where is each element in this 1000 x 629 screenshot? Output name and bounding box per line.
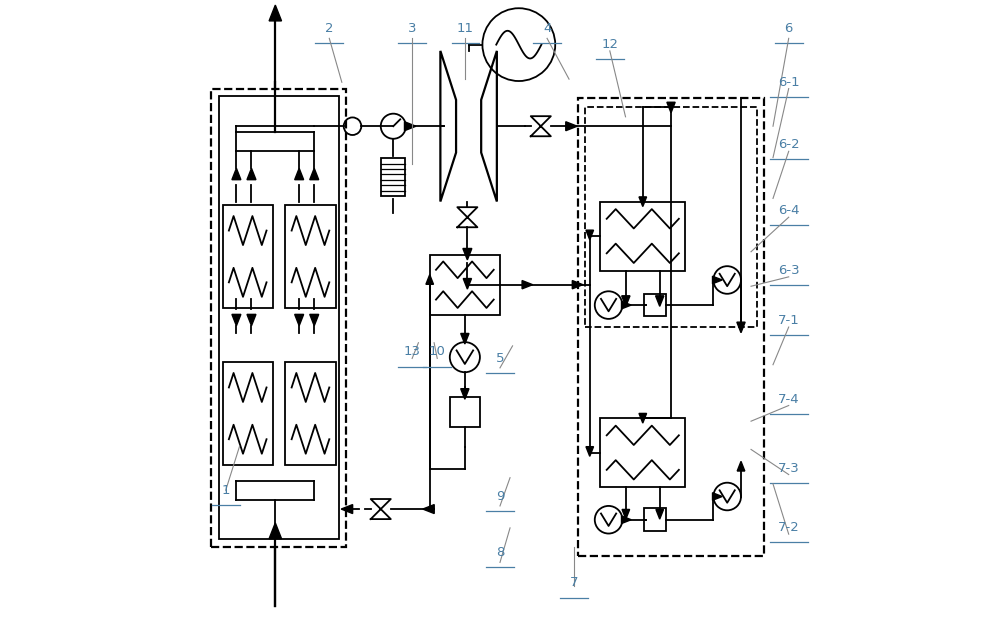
Text: 7-1: 7-1	[778, 314, 800, 327]
Polygon shape	[269, 5, 282, 21]
Polygon shape	[341, 504, 353, 513]
Text: 10: 10	[429, 345, 446, 359]
Polygon shape	[622, 509, 630, 519]
Polygon shape	[463, 279, 472, 289]
Text: 11: 11	[457, 22, 474, 35]
Text: 1: 1	[221, 484, 230, 496]
Polygon shape	[310, 314, 319, 326]
Polygon shape	[667, 103, 675, 113]
Text: 6-1: 6-1	[778, 75, 800, 89]
Text: 7: 7	[570, 576, 578, 589]
Text: 7-3: 7-3	[778, 462, 800, 474]
Bar	[450, 398, 480, 428]
Bar	[430, 255, 500, 314]
Polygon shape	[404, 122, 416, 131]
Bar	[578, 98, 764, 556]
Polygon shape	[566, 122, 577, 131]
Text: 2: 2	[325, 22, 334, 35]
Bar	[600, 201, 685, 270]
Polygon shape	[269, 523, 282, 538]
Polygon shape	[247, 169, 256, 180]
Polygon shape	[232, 169, 241, 180]
Polygon shape	[461, 333, 469, 344]
Text: 7-2: 7-2	[778, 521, 800, 534]
Polygon shape	[310, 169, 319, 180]
Polygon shape	[247, 314, 256, 326]
Bar	[285, 362, 336, 465]
Bar	[600, 418, 685, 487]
Bar	[585, 107, 757, 327]
Text: 9: 9	[496, 490, 504, 503]
Text: 8: 8	[496, 546, 504, 559]
Polygon shape	[461, 389, 469, 399]
Polygon shape	[232, 314, 241, 326]
Polygon shape	[737, 461, 745, 471]
Text: 7-4: 7-4	[778, 392, 800, 406]
Bar	[644, 508, 666, 531]
Text: 12: 12	[601, 38, 618, 51]
Bar	[211, 89, 346, 547]
Bar	[219, 96, 339, 539]
Polygon shape	[586, 447, 594, 457]
Polygon shape	[639, 413, 647, 423]
Polygon shape	[713, 493, 722, 500]
Text: 6-4: 6-4	[778, 204, 799, 217]
Polygon shape	[572, 281, 583, 289]
Text: 13: 13	[404, 345, 421, 359]
Polygon shape	[423, 504, 434, 513]
Polygon shape	[713, 276, 722, 284]
Text: 6-3: 6-3	[778, 264, 800, 277]
Bar	[381, 159, 405, 196]
Polygon shape	[586, 230, 594, 240]
Polygon shape	[656, 296, 664, 306]
Text: 6-2: 6-2	[778, 138, 800, 152]
Polygon shape	[737, 322, 745, 333]
Bar	[644, 294, 666, 316]
Polygon shape	[622, 296, 630, 306]
Polygon shape	[295, 314, 304, 326]
Bar	[223, 362, 273, 465]
Text: 5: 5	[496, 352, 504, 365]
Bar	[285, 204, 336, 308]
Polygon shape	[426, 275, 434, 284]
Bar	[223, 204, 273, 308]
Text: 3: 3	[408, 22, 416, 35]
Polygon shape	[295, 169, 304, 180]
Text: 6: 6	[785, 22, 793, 35]
Text: 4: 4	[543, 22, 551, 35]
Polygon shape	[463, 248, 472, 260]
Polygon shape	[656, 509, 664, 519]
Polygon shape	[622, 301, 631, 309]
Polygon shape	[622, 516, 631, 523]
Polygon shape	[522, 281, 533, 289]
Polygon shape	[639, 197, 647, 206]
